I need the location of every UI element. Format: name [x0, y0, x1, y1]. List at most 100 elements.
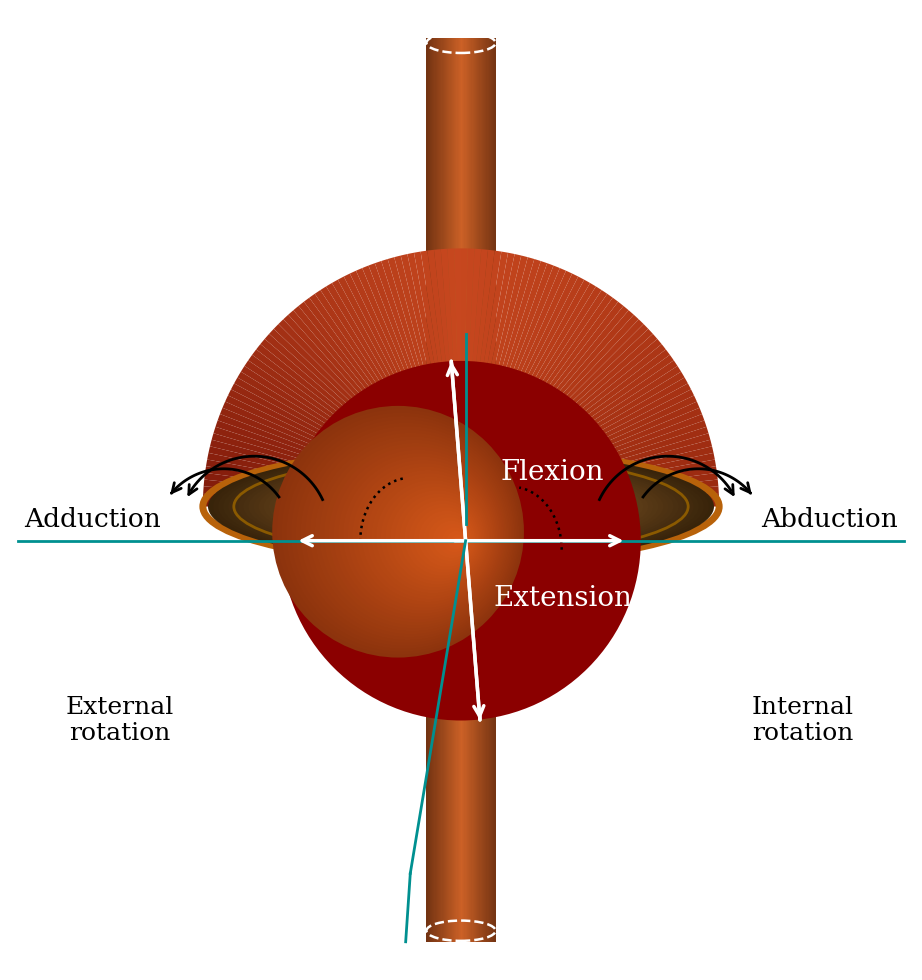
Wedge shape	[204, 479, 461, 507]
Bar	[494, 580, 496, 942]
Text: Adduction: Adduction	[24, 507, 160, 531]
Bar	[468, 580, 470, 942]
Circle shape	[419, 511, 475, 567]
Wedge shape	[461, 433, 710, 507]
Wedge shape	[461, 466, 717, 507]
Wedge shape	[216, 420, 461, 507]
Ellipse shape	[446, 503, 476, 510]
Bar	[447, 580, 449, 942]
Ellipse shape	[451, 505, 471, 509]
Wedge shape	[387, 257, 461, 507]
Wedge shape	[461, 460, 716, 507]
Bar	[474, 38, 476, 486]
Wedge shape	[203, 486, 461, 507]
Ellipse shape	[385, 490, 537, 523]
Wedge shape	[461, 500, 719, 507]
Wedge shape	[461, 279, 590, 507]
Bar	[461, 580, 463, 942]
Circle shape	[314, 436, 510, 631]
Bar	[448, 38, 450, 486]
Text: External
rotation: External rotation	[65, 696, 173, 746]
Bar	[471, 580, 474, 942]
Wedge shape	[420, 251, 461, 507]
Bar	[456, 38, 458, 486]
Wedge shape	[461, 294, 613, 507]
Bar	[470, 580, 472, 942]
Bar	[461, 38, 463, 486]
Wedge shape	[356, 269, 461, 507]
Bar	[467, 580, 468, 942]
Wedge shape	[203, 500, 461, 507]
Bar	[484, 580, 486, 942]
Ellipse shape	[329, 477, 593, 535]
Bar	[442, 580, 443, 942]
Bar	[453, 38, 455, 486]
Bar	[454, 580, 456, 942]
Ellipse shape	[436, 501, 486, 513]
Wedge shape	[461, 253, 514, 507]
Wedge shape	[461, 440, 712, 507]
Circle shape	[329, 446, 505, 622]
Bar	[485, 38, 487, 486]
Wedge shape	[461, 402, 700, 507]
Wedge shape	[461, 270, 573, 507]
Circle shape	[376, 480, 490, 593]
Ellipse shape	[420, 498, 502, 515]
Bar	[432, 38, 434, 486]
Bar	[453, 580, 455, 942]
Ellipse shape	[309, 473, 613, 540]
Bar	[446, 580, 448, 942]
Bar	[430, 38, 431, 486]
Bar	[441, 38, 443, 486]
Bar	[469, 580, 471, 942]
Circle shape	[291, 419, 517, 646]
Wedge shape	[210, 440, 461, 507]
Circle shape	[272, 406, 524, 658]
Ellipse shape	[319, 475, 603, 538]
Wedge shape	[222, 402, 461, 507]
Circle shape	[352, 464, 497, 608]
Ellipse shape	[390, 491, 532, 522]
Wedge shape	[461, 252, 508, 507]
Bar	[457, 580, 459, 942]
Wedge shape	[314, 290, 461, 507]
Bar	[491, 38, 493, 486]
Circle shape	[447, 530, 466, 550]
Wedge shape	[248, 355, 461, 507]
Bar	[494, 38, 496, 486]
Ellipse shape	[349, 482, 573, 531]
Wedge shape	[461, 283, 596, 507]
Bar	[483, 38, 485, 486]
Wedge shape	[252, 350, 461, 507]
Bar	[428, 580, 430, 942]
Wedge shape	[256, 344, 461, 507]
Wedge shape	[214, 426, 461, 507]
Wedge shape	[231, 383, 461, 507]
Text: Extension: Extension	[493, 585, 632, 612]
Circle shape	[305, 429, 513, 637]
Bar	[444, 580, 447, 942]
Ellipse shape	[375, 488, 547, 525]
Circle shape	[423, 514, 474, 564]
Circle shape	[334, 450, 503, 619]
Bar	[443, 580, 446, 942]
Wedge shape	[208, 446, 461, 507]
Bar	[429, 38, 431, 486]
Bar	[491, 580, 493, 942]
Bar	[455, 580, 457, 942]
Ellipse shape	[335, 478, 587, 534]
Circle shape	[381, 483, 488, 590]
Bar	[431, 38, 433, 486]
Ellipse shape	[274, 466, 648, 548]
Bar	[466, 580, 467, 942]
Circle shape	[390, 490, 485, 584]
Wedge shape	[461, 453, 715, 507]
Bar	[481, 38, 484, 486]
Wedge shape	[461, 334, 657, 507]
Wedge shape	[461, 261, 547, 507]
Wedge shape	[461, 446, 714, 507]
Bar	[450, 580, 452, 942]
Wedge shape	[344, 273, 461, 507]
Wedge shape	[299, 302, 461, 507]
Wedge shape	[461, 250, 495, 507]
